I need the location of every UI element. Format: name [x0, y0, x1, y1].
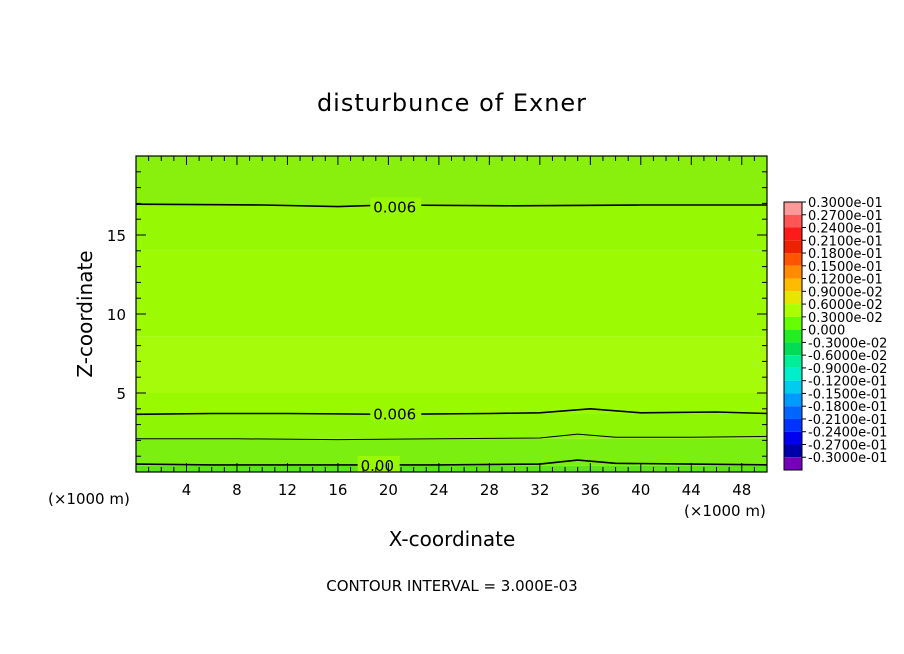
x-tick-label: 44 [682, 481, 701, 499]
y-tick-label: 15 [107, 227, 126, 245]
field-band-2 [136, 413, 767, 439]
colorbar-swatch-6 [784, 278, 802, 292]
field-band-5 [136, 250, 767, 337]
contour-line-2 [136, 433, 768, 441]
colorbar-label-16: -0.1800e-01 [808, 400, 887, 415]
colorbar-swatch-2 [784, 227, 802, 241]
contour-label-bg-1 [370, 404, 422, 421]
colorbar-label-18: -0.2400e-01 [808, 426, 887, 441]
colorbar-swatch-1 [784, 214, 802, 228]
field-bands [136, 156, 767, 472]
colorbar-swatch-19 [784, 444, 802, 458]
colorbar-label-15: -0.1500e-01 [808, 387, 887, 402]
x-tick-label: 36 [581, 481, 600, 499]
contour-label-3: 0.00 [361, 457, 394, 475]
colorbar-label-3: 0.2100e-01 [808, 234, 883, 249]
colorbar-label-20: -0.3000e-01 [808, 451, 887, 466]
field-band-1 [136, 438, 767, 466]
colorbar-swatch-20 [784, 457, 802, 470]
colorbar-swatch-4 [784, 253, 802, 266]
colorbar-label-9: 0.3000e-02 [808, 311, 883, 326]
y-tick-label: 10 [107, 306, 126, 324]
field-band-4 [136, 336, 767, 393]
colorbar-swatch-11 [784, 342, 802, 356]
contour-line-1 [135, 407, 768, 416]
colorbar-label-5: 0.1500e-01 [808, 260, 883, 275]
colorbar-swatch-5 [784, 265, 802, 279]
colorbar-swatch-8 [784, 304, 802, 317]
x-tick-label: 40 [631, 481, 650, 499]
field-band-7 [136, 156, 767, 205]
colorbar-swatch-3 [784, 240, 802, 254]
colorbar-label-19: -0.2700e-01 [808, 438, 887, 453]
colorbar-label-6: 0.1200e-01 [808, 273, 883, 288]
x-tick-label: 12 [278, 481, 297, 499]
colorbar-swatch-13 [784, 367, 802, 381]
colorbar-label-8: 0.6000e-02 [808, 298, 883, 313]
chart-title: disturbunce of Exner [317, 89, 587, 117]
colorbar-label-2: 0.2400e-01 [808, 222, 883, 237]
contour-lines: 0.006 0.006 0.00 [135, 197, 768, 475]
colorbar-swatch-0 [784, 202, 802, 215]
field-band-3 [136, 393, 767, 414]
x-tick-label: 4 [182, 481, 192, 499]
colorbar-label-1: 0.2700e-01 [808, 209, 883, 224]
colorbar-frame [783, 201, 803, 471]
colorbar-swatch-17 [784, 418, 802, 432]
colorbar-swatch-9 [784, 316, 802, 330]
colorbar-swatch-15 [784, 393, 802, 407]
contour-label-bg-0 [370, 197, 422, 214]
x-unit-left: (×1000 m) [48, 490, 130, 508]
x-unit-right: (×1000 m) [684, 502, 766, 520]
x-tick-label: 28 [480, 481, 499, 499]
contour-interval-footer: CONTOUR INTERVAL = 3.000E-03 [326, 577, 577, 595]
x-axis-label: X-coordinate [389, 527, 516, 551]
x-tick-label: 20 [379, 481, 398, 499]
colorbar-label-14: -0.1200e-01 [808, 375, 887, 390]
colorbar-label-12: -0.6000e-02 [808, 349, 887, 364]
colorbar-swatch-16 [784, 406, 802, 419]
x-tick-label: 8 [232, 481, 242, 499]
contour-label-0: 0.006 [373, 199, 416, 217]
x-tick-label: 16 [328, 481, 347, 499]
colorbar-label-13: -0.9000e-02 [808, 362, 887, 377]
colorbar-label-0: 0.3000e-01 [808, 196, 883, 211]
colorbar-label-11: -0.3000e-02 [808, 336, 887, 351]
colorbar: 0.3000e-010.2700e-010.2400e-010.2100e-01… [783, 196, 887, 471]
x-tick-label: 32 [530, 481, 549, 499]
contour-label-1: 0.006 [373, 406, 416, 424]
colorbar-swatch-12 [784, 355, 802, 368]
y-tick-label: 5 [116, 385, 126, 403]
colorbar-swatch-18 [784, 431, 802, 445]
colorbar-label-7: 0.9000e-02 [808, 285, 883, 300]
colorbar-swatch-7 [784, 291, 802, 305]
x-tick-label: 24 [429, 481, 448, 499]
colorbar-label-10: 0.000 [808, 324, 845, 339]
x-tick-label: 48 [732, 481, 751, 499]
colorbar-swatch-14 [784, 380, 802, 394]
colorbar-label-17: -0.2100e-01 [808, 413, 887, 428]
field-band-6 [136, 204, 767, 251]
contour-label-bg-3 [357, 455, 400, 472]
colorbar-swatch-10 [784, 329, 802, 343]
colorbar-label-4: 0.1800e-01 [808, 247, 883, 262]
y-axis-label: Z-coordinate [73, 250, 97, 377]
